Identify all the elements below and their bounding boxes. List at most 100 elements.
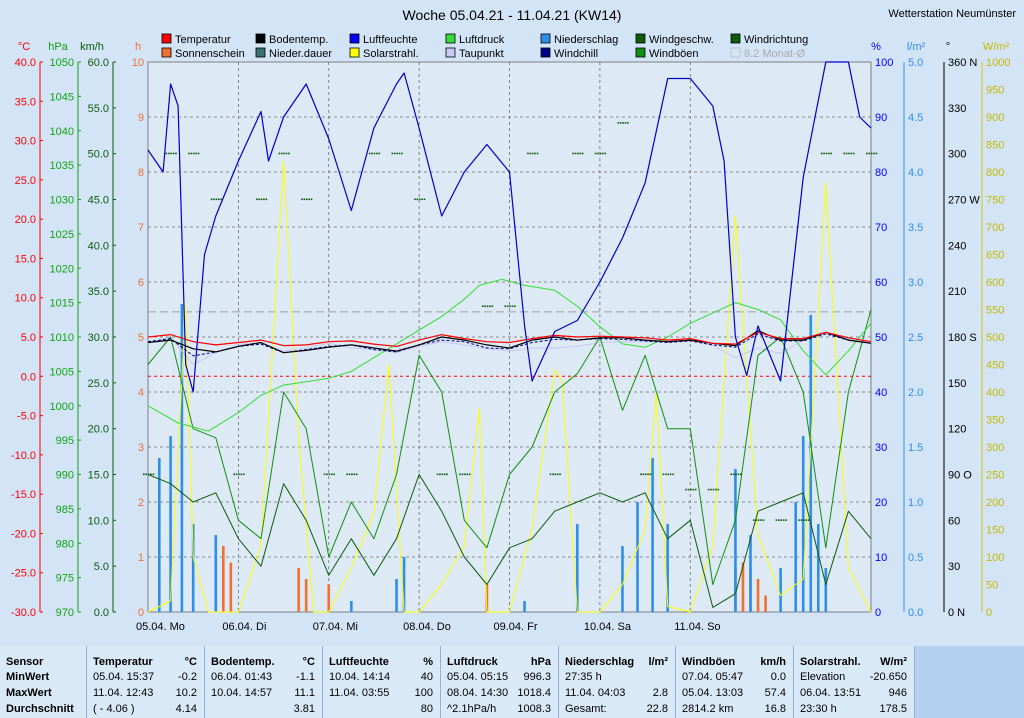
- humidity-axis-label: 100: [875, 57, 893, 69]
- humidity-unit: %: [871, 41, 881, 53]
- winddir-dot: [509, 305, 511, 308]
- winddir-dot: [667, 473, 670, 476]
- winddir-dot: [597, 152, 599, 155]
- winddir-dot: [717, 488, 720, 491]
- precip-bar: [169, 436, 172, 612]
- winddir-dot: [242, 473, 245, 476]
- solar-unit: W/m²: [983, 41, 1010, 53]
- stats-gust-unit: km/h: [760, 656, 786, 668]
- winddir-dot: [285, 152, 288, 155]
- humidity-axis-label: 80: [875, 167, 887, 179]
- legend-swatch: [730, 47, 741, 58]
- stats-soil-avg-value: 3.81: [293, 703, 315, 715]
- stats-col-hum: Luftfeuchte% 10.04. 14:14 40 11.04. 03:55 10…: [323, 646, 441, 718]
- winddir-dot: [536, 152, 539, 155]
- humidity-axis-label: 70: [875, 222, 887, 234]
- stats-hum-min-label: 10.04. 14:14: [329, 671, 391, 683]
- winddir-dot: [828, 152, 830, 155]
- winddir-dot: [579, 152, 582, 155]
- direction-axis-label: 0 N: [948, 607, 965, 619]
- day-label: 07.04. Mi: [313, 621, 358, 633]
- winddir-dot: [782, 519, 785, 521]
- winddir-dot: [263, 198, 265, 201]
- winddir-dot: [506, 305, 509, 308]
- temp-axis-label: -10.0: [11, 450, 36, 462]
- humidity-line: [147, 61, 872, 393]
- pressure-axis-label: 985: [56, 504, 74, 516]
- solar-axis-label: 500: [986, 332, 1004, 344]
- winddir-dot: [753, 519, 755, 521]
- stats-hum-unit: %: [423, 656, 433, 668]
- wind-axis-label: 15.0: [88, 470, 109, 482]
- precip-bar: [402, 557, 406, 612]
- precip-unit: l/m²: [907, 41, 926, 53]
- winddir-dot: [529, 152, 532, 155]
- legend-label: Bodentemp.: [269, 34, 328, 46]
- winddir-dot: [217, 198, 220, 201]
- solar-axis-label: 800: [986, 167, 1004, 179]
- winddir-dot: [737, 473, 740, 476]
- stats-temp-avg-label: ( - 4.06 ): [93, 703, 135, 715]
- legend-swatch: [161, 33, 172, 44]
- stats-gust-max-label: 05.04. 13:03: [682, 687, 744, 699]
- winddir-dot: [491, 305, 494, 308]
- stats-solar-header: Solarstrahl.: [800, 656, 861, 668]
- winddir-dot: [436, 473, 439, 476]
- sunshine-bar: [485, 584, 489, 612]
- humidity-axis-label: 10: [875, 552, 887, 564]
- stats-rain-avg-value: 22.8: [646, 703, 668, 715]
- legend-swatch: [161, 47, 172, 58]
- winddir-dot: [143, 473, 145, 476]
- winddir-dot: [798, 519, 800, 521]
- precip-bar: [734, 469, 737, 612]
- legend-swatch: [255, 47, 266, 58]
- stats-press-min-label: 05.04. 05:15: [447, 671, 509, 683]
- stats-col-soil: Bodentemp. °C 06.04. 01:43 -1.1 10.04. 14:57…: [205, 646, 323, 718]
- direction-axis-label: 210: [948, 286, 966, 298]
- stats-solar-min-label: Elevation: [800, 671, 846, 683]
- pressure-axis-label: 1005: [50, 366, 74, 378]
- humidity-axis-label: 50: [875, 332, 887, 344]
- winddir-dot: [649, 473, 652, 476]
- winddir-dot: [873, 152, 875, 155]
- sunshine-bar: [741, 562, 745, 612]
- pressure-axis-label: 1020: [50, 263, 74, 275]
- legend-swatch: [540, 47, 551, 58]
- precip-bar: [157, 458, 161, 612]
- winddir-dot: [376, 152, 378, 155]
- winddir-dot: [396, 152, 398, 155]
- hours-axis-label: 5: [138, 332, 144, 344]
- solar-axis-label: 200: [986, 497, 1004, 509]
- stats-temp-header: Temperatur: [93, 656, 153, 668]
- winddir-dot: [238, 473, 240, 476]
- legend-swatch: [540, 33, 551, 44]
- solar-axis-label: 150: [986, 525, 1004, 537]
- winddir-dot: [301, 198, 303, 201]
- pressure-axis-label: 1015: [50, 298, 74, 310]
- stats-col-solar: Solarstrahl. W/m² Elevation -20.650 06.04. 1…: [794, 646, 915, 718]
- winddir-dot: [662, 473, 665, 476]
- temp-axis-label: -5.0: [17, 411, 36, 423]
- winddir-dot: [531, 152, 534, 155]
- windspeed-line: [147, 474, 872, 608]
- temp-axis-label: 20.0: [15, 214, 36, 226]
- winddir-dot: [762, 519, 765, 521]
- winddir-dot: [443, 473, 446, 476]
- winddir-dot: [740, 473, 742, 476]
- pressure-axis-label: 1025: [50, 229, 74, 241]
- solar-axis-label: 900: [986, 112, 1004, 124]
- winddir-dot: [710, 488, 712, 491]
- temp-axis-label: 0.0: [21, 371, 36, 383]
- legend-swatch: [349, 33, 360, 44]
- winddir-dot: [255, 198, 258, 201]
- legend-swatch: [730, 33, 741, 44]
- winddir-dot: [265, 198, 268, 201]
- temp-axis-label: -25.0: [11, 568, 36, 580]
- precip-axis-label: 1.5: [908, 442, 923, 454]
- stats-gust-avg-label: 2814.2 km: [682, 703, 734, 715]
- winddir-dot: [534, 152, 536, 155]
- winddir-dot: [484, 305, 486, 308]
- direction-axis-label: 60: [948, 515, 960, 527]
- precip-bar: [180, 304, 184, 612]
- winddir-dot: [197, 152, 200, 155]
